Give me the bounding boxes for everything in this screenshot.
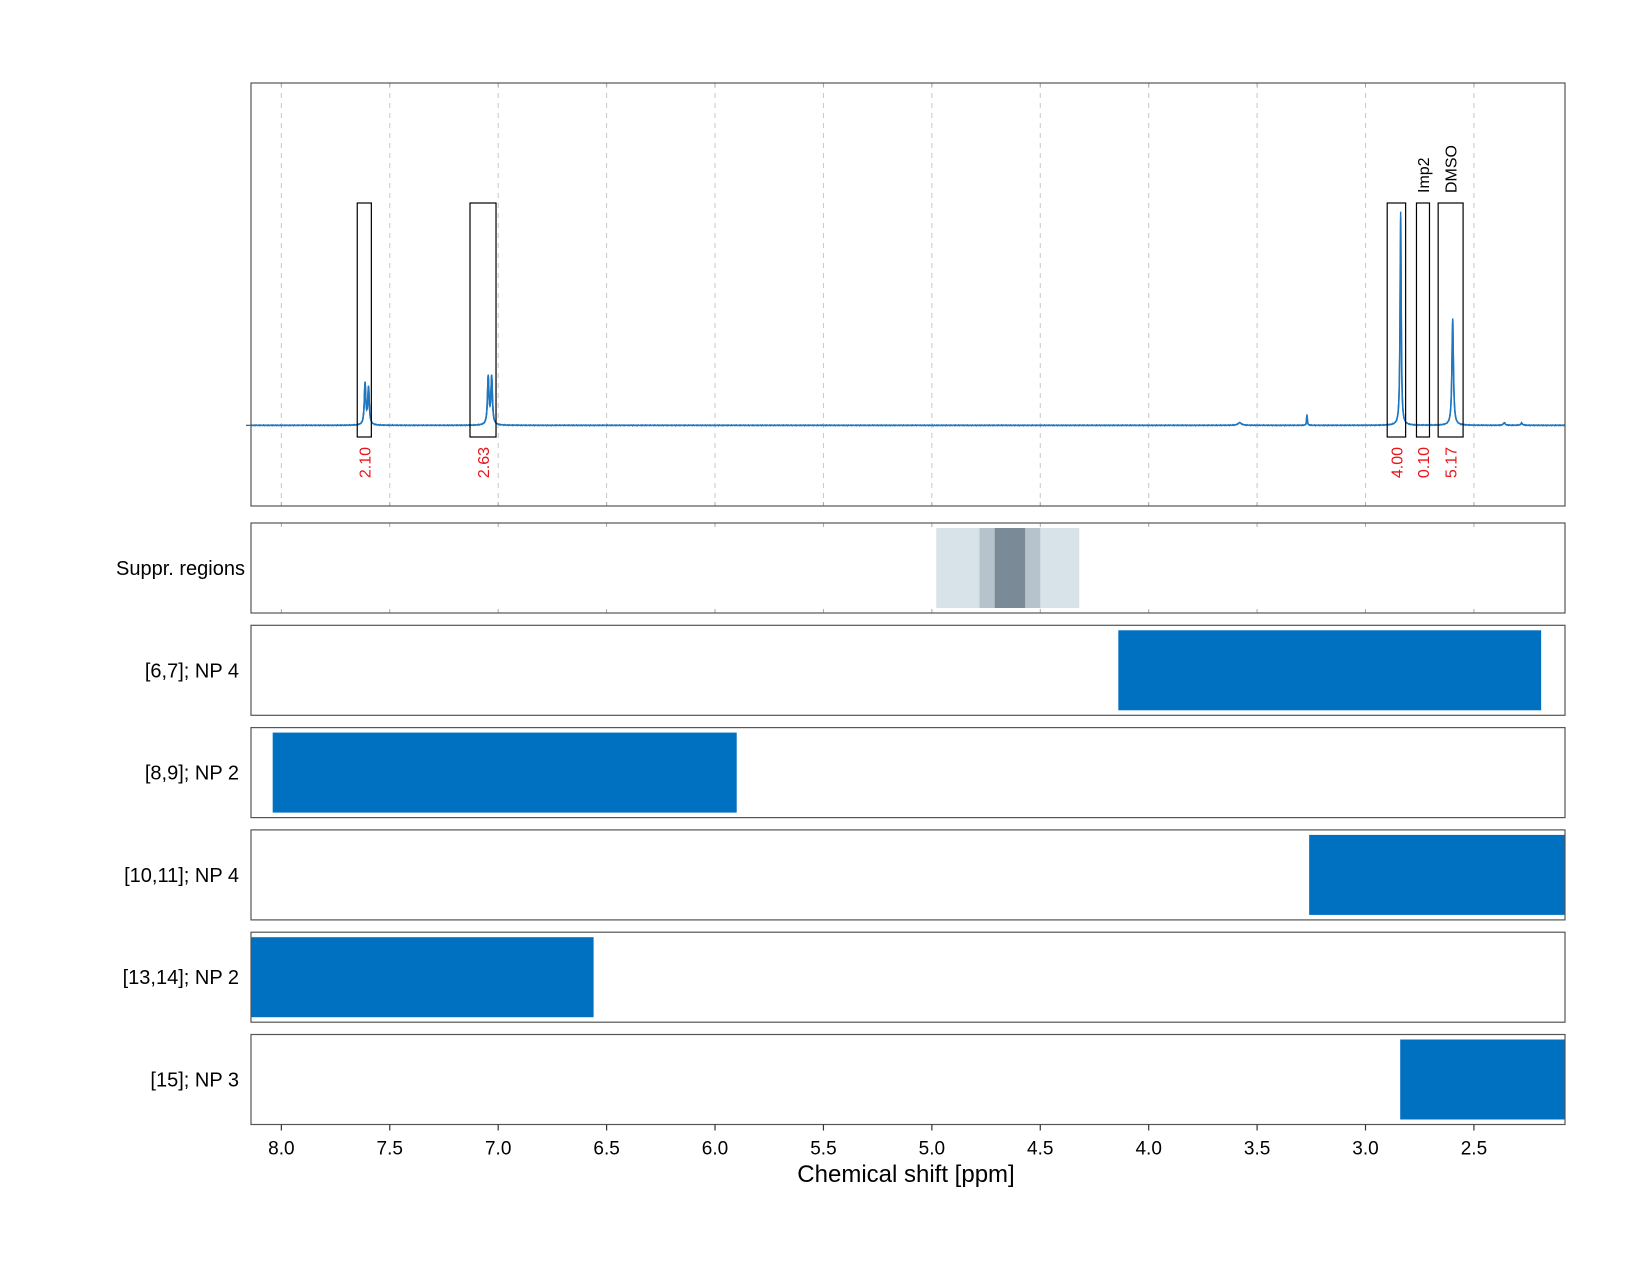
x-tick-label: 6.5 [593,1139,619,1160]
bar-panel-frame [250,829,1566,921]
integral-box [1437,202,1464,438]
integral-box [356,202,372,438]
integral-value: 2.63 [476,447,493,478]
bar [272,732,737,813]
spectrum-peak [1302,414,1312,426]
spectrum-peak [1443,318,1462,425]
spectrum-peak [359,381,378,426]
bar-panel: [6,7]; NP 4 [145,624,1566,716]
x-tick-label: 5.5 [810,1139,836,1160]
suppression-region [994,528,1026,608]
spectrum-panel: 2.10 2.63 4.00 0.10 Imp2 5.17 DMSO [246,82,1566,507]
x-tick-label: 3.0 [1352,1139,1378,1160]
x-axis-label: Chemical shift [ppm] [797,1161,1014,1188]
bar-panel-label: [15]; NP 3 [150,1070,239,1092]
integral-box [1415,202,1431,438]
bar-panel-frame [250,726,1566,819]
spectrum-peak [482,374,501,426]
spectrum-peak [1218,421,1262,426]
bar [251,937,594,1018]
integral-box [469,202,497,438]
suppression-panel: Suppr. regions [116,522,1566,614]
bar-panel-background [251,1034,1565,1125]
integral-value: 2.10 [357,447,374,478]
spectrum-peak [1510,422,1533,426]
spectrum-line [250,217,1566,427]
bar-panel-label: [8,9]; NP 2 [145,763,239,785]
integral-label: DMSO [1444,145,1461,193]
integral-value: 4.00 [1389,447,1406,478]
bar-panel-label: [13,14]; NP 2 [123,967,239,989]
bar-panel: [10,11]; NP 4 [124,829,1566,921]
bar-panels: [6,7]; NP 4 [8,9]; NP 2 [10,11]; NP 4 [13,1… [123,624,1566,1126]
x-tick-label: 7.5 [377,1139,403,1160]
integral-value: 0.10 [1416,447,1433,478]
bar-panel-frame [250,931,1566,1023]
bar-panel-label: [6,7]; NP 4 [145,660,239,682]
bar-panel-frame [250,624,1566,716]
spectrum-frame [250,82,1566,507]
bar-panel: [8,9]; NP 2 [145,726,1566,819]
bar [1400,1039,1565,1120]
x-tick-label: 4.5 [1027,1139,1053,1160]
integral-value: 5.17 [1444,447,1461,478]
suppression-frame [250,522,1566,614]
bar-panel-label: [10,11]; NP 4 [124,865,239,887]
bar-panel: [15]; NP 3 [150,1033,1566,1126]
integral-label: Imp2 [1416,157,1433,193]
x-tick-label: 2.5 [1461,1139,1487,1160]
bar-panel: [13,14]; NP 2 [123,931,1566,1023]
x-axis: 8.0 7.5 7.0 6.5 6.0 5.5 5.0 4.5 4.0 3.5 3.0 2.5 [268,1124,1487,1160]
integral-box [1386,202,1407,438]
x-tick-label: 8.0 [268,1139,294,1160]
x-tick-label: 7.0 [485,1139,511,1160]
suppression-label: Suppr. regions [116,558,245,580]
bar [1118,630,1542,711]
x-tick-label: 3.5 [1244,1139,1270,1160]
bar-panel-frame [250,1033,1566,1126]
x-tick-label: 6.0 [702,1139,728,1160]
spectrum-peak [1393,211,1408,424]
x-tick-label: 5.0 [919,1139,945,1160]
x-tick-label: 4.0 [1135,1139,1161,1160]
bar [1309,834,1565,915]
